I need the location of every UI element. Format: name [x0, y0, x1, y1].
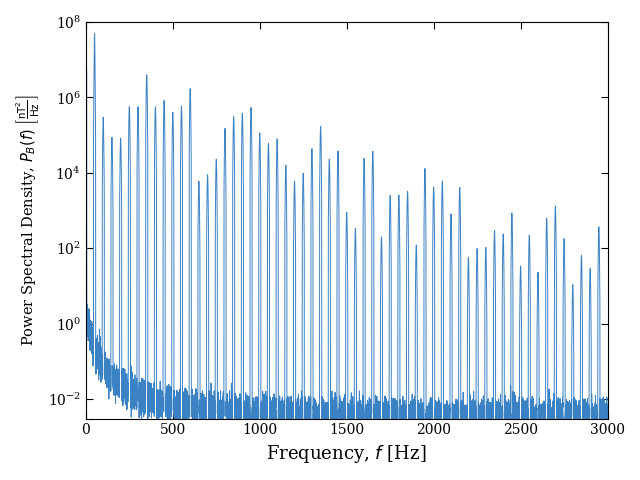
X-axis label: Frequency, $f$ [Hz]: Frequency, $f$ [Hz] — [266, 443, 427, 465]
Y-axis label: Power Spectral Density, $P_B(f)$ $\left[\frac{\mathrm{nT}^2}{\mathrm{Hz}}\right]: Power Spectral Density, $P_B(f)$ $\left[… — [15, 95, 42, 347]
